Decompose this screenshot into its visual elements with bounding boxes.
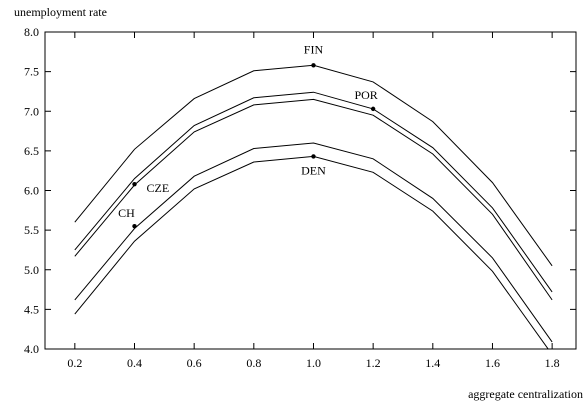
- y-tick-label: 4.0: [24, 342, 39, 356]
- x-tick-label: 1.0: [306, 356, 321, 370]
- annotation-point: [311, 63, 316, 68]
- annotation-point: [132, 223, 137, 229]
- y-tick-label: 6.5: [24, 144, 39, 158]
- x-tick-label: 1.4: [425, 356, 440, 370]
- x-tick-label: 1.6: [485, 356, 500, 370]
- y-tick-label: 7.5: [24, 65, 39, 79]
- series-lines: [74, 64, 553, 349]
- annotation-label: CH: [118, 206, 135, 220]
- y-tick-label: 5.0: [24, 263, 39, 277]
- annotations: FIN POR CZE CH DEN: [118, 42, 378, 229]
- series-line-2: [74, 91, 553, 293]
- x-tick-label: 0.6: [187, 356, 202, 370]
- annotation-label: POR: [354, 88, 377, 102]
- annotation-label: FIN: [304, 42, 324, 56]
- series-line-3: [74, 98, 553, 301]
- annotation-point: [132, 181, 137, 187]
- annotation-label: DEN: [301, 163, 326, 177]
- x-tick-label: 0.2: [67, 356, 82, 370]
- y-tick-label: 7.0: [24, 104, 39, 118]
- y-tick-label: 8.0: [24, 25, 39, 39]
- series-line-4: [74, 142, 553, 343]
- x-axis-label: aggregate centralization: [468, 387, 583, 401]
- axis-ticks: 0.2 0.4 0.6 0.8 1.0 1.2 1.4 1.6 1.8 4.0 4.5 5.0 5.5 6…: [24, 25, 576, 370]
- x-tick-label: 0.4: [127, 356, 142, 370]
- y-tick-label: 6.0: [24, 184, 39, 198]
- annotation-label: CZE: [146, 181, 169, 195]
- x-tick-label: 1.8: [545, 356, 560, 370]
- y-tick-label: 5.5: [24, 223, 39, 237]
- y-tick-label: 4.5: [24, 302, 39, 316]
- annotation-point: [370, 106, 376, 112]
- x-tick-label: 0.8: [246, 356, 261, 370]
- annotation-point: [311, 154, 316, 159]
- y-axis-label: unemployment rate: [14, 5, 107, 19]
- x-tick-label: 1.2: [366, 356, 381, 370]
